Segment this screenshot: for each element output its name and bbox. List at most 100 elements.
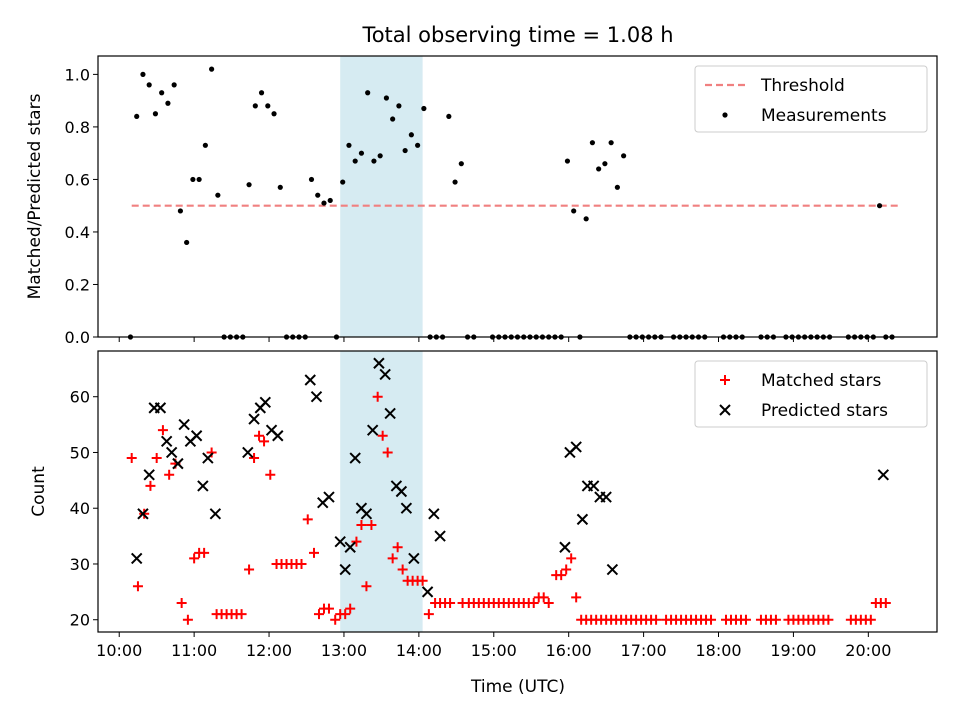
measurement-point <box>377 153 383 159</box>
x-tick-label: 17:00 <box>621 641 667 660</box>
predicted-point <box>349 452 361 464</box>
highlight-span <box>340 351 423 632</box>
predicted-point <box>587 480 600 492</box>
series-predicted-stars <box>130 357 890 598</box>
x-tick-label: 11:00 <box>171 641 217 660</box>
legend-label: Threshold <box>760 76 845 96</box>
measurement-point <box>358 150 365 156</box>
predicted-point <box>137 508 149 520</box>
matched-point <box>254 430 265 441</box>
legend-measurement-swatch <box>722 112 728 118</box>
y-tick-label: 50 <box>70 443 90 462</box>
predicted-point <box>202 452 214 464</box>
y-tick-label: 0.4 <box>65 223 90 242</box>
measurement-point <box>564 158 571 164</box>
matched-point <box>561 564 572 575</box>
measurement-point <box>390 116 396 122</box>
matched-point <box>392 542 403 553</box>
measurement-point <box>308 176 315 183</box>
matched-point <box>382 447 393 458</box>
legend-label: Predicted stars <box>761 401 888 421</box>
predicted-point <box>165 446 178 459</box>
measurement-point <box>140 71 146 77</box>
x-tick-label: 16:00 <box>546 641 592 660</box>
x-tick-label: 14:00 <box>396 641 442 660</box>
matched-point <box>387 553 398 564</box>
predicted-point <box>209 508 222 520</box>
matched-point <box>823 614 834 625</box>
matched-point <box>259 436 270 447</box>
predicted-point <box>408 552 420 565</box>
measurement-point <box>876 203 883 209</box>
predicted-point <box>395 485 408 498</box>
matched-point <box>543 598 554 609</box>
matched-point <box>538 592 549 603</box>
y-tick-label: 40 <box>70 499 90 518</box>
measurement-point <box>265 103 271 109</box>
predicted-point <box>360 508 373 520</box>
measurement-point <box>165 100 171 106</box>
measurement-point <box>583 216 589 222</box>
predicted-point <box>366 424 379 436</box>
predicted-point <box>310 391 323 403</box>
x-tick-label: 20:00 <box>845 641 891 660</box>
measurement-point <box>346 142 352 148</box>
matched-point <box>199 547 210 558</box>
measurement-point <box>452 179 458 185</box>
matched-point <box>132 581 143 592</box>
y-tick-label: 0.2 <box>65 275 90 294</box>
x-tick-label: 10:00 <box>96 641 142 660</box>
measurement-point <box>134 113 140 120</box>
matched-point <box>145 480 156 491</box>
measurement-point <box>402 147 408 154</box>
series-measurements <box>127 66 895 340</box>
measurement-point <box>159 90 165 96</box>
predicted-point <box>154 402 167 414</box>
measurement-point <box>277 184 283 190</box>
predicted-point <box>600 491 612 503</box>
measurement-point <box>340 179 346 185</box>
predicted-point <box>248 413 260 425</box>
predicted-point <box>143 469 155 481</box>
predicted-point <box>190 430 203 442</box>
predicted-point <box>373 357 385 369</box>
predicted-point <box>344 541 356 553</box>
matched-point <box>302 514 313 525</box>
matched-point <box>313 609 324 620</box>
predicted-point <box>606 563 619 576</box>
matched-point <box>417 575 428 586</box>
measurement-point <box>396 103 402 109</box>
predicted-point <box>576 513 589 526</box>
matched-point <box>176 598 187 609</box>
measurement-point <box>171 82 177 88</box>
plot-frame <box>97 55 938 338</box>
matched-point <box>706 614 717 625</box>
measurement-point <box>184 239 190 246</box>
predicted-point <box>400 502 413 514</box>
measurement-point <box>315 192 321 198</box>
matched-point <box>377 430 388 441</box>
measurement-point <box>190 176 196 183</box>
matched-point <box>571 592 582 603</box>
predicted-point <box>242 446 254 459</box>
x-tick-label: 15:00 <box>471 641 517 660</box>
matched-point <box>740 614 751 625</box>
matched-point <box>556 570 567 581</box>
legend-matched-swatch <box>720 375 730 385</box>
matched-point <box>397 564 408 575</box>
measurement-point <box>408 132 414 138</box>
measurement-point <box>589 140 596 146</box>
measurement-point <box>202 142 208 148</box>
top-panel: 0.0 0.2 0.4 0.6 0.8 1.0 Matched/Predicted star… <box>25 55 938 347</box>
matched-point <box>340 609 351 620</box>
predicted-point <box>339 563 351 576</box>
y-tick-label: 60 <box>70 388 90 407</box>
predicted-point <box>570 441 582 453</box>
measurement-point <box>371 158 377 164</box>
matched-point <box>880 598 891 609</box>
matched-point <box>249 453 260 464</box>
measurement-point <box>458 161 464 167</box>
predicted-point <box>178 418 190 431</box>
predicted-point <box>877 469 890 481</box>
matched-point <box>865 614 876 625</box>
